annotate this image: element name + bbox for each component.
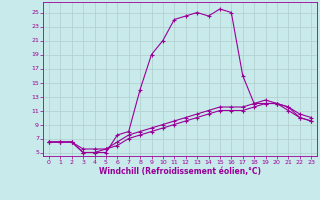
X-axis label: Windchill (Refroidissement éolien,°C): Windchill (Refroidissement éolien,°C): [99, 167, 261, 176]
